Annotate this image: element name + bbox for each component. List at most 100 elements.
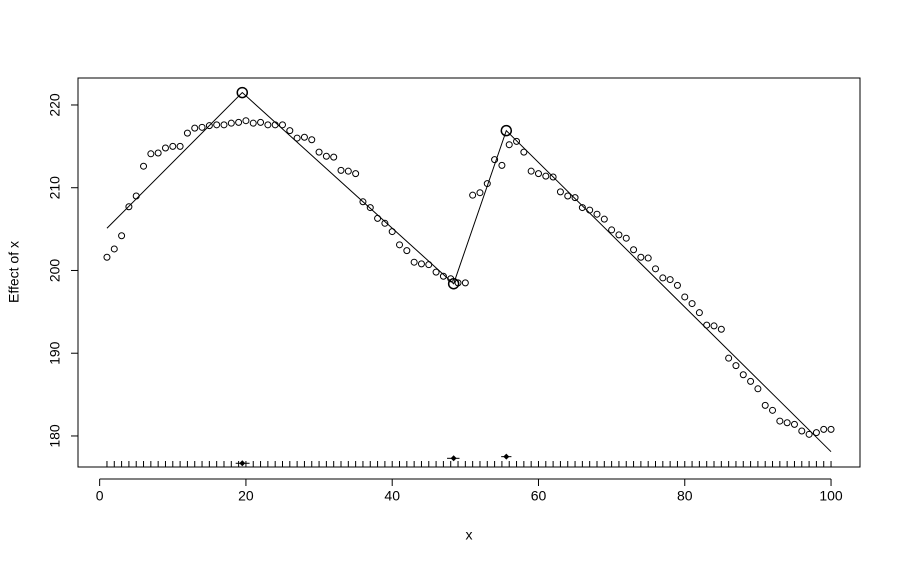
- data-point: [286, 127, 294, 135]
- data-point: [249, 119, 257, 127]
- data-point: [110, 245, 118, 253]
- data-point: [710, 322, 718, 330]
- data-point: [798, 427, 806, 435]
- data-point: [637, 253, 645, 261]
- data-point: [732, 362, 740, 370]
- x-tick-label: 60: [531, 488, 547, 504]
- data-point: [161, 144, 169, 152]
- data-point: [761, 401, 769, 409]
- data-point: [461, 279, 469, 287]
- data-point: [622, 234, 630, 242]
- breakpoint-estimate: [239, 460, 246, 467]
- data-point: [439, 272, 447, 280]
- data-point: [205, 122, 213, 130]
- data-point: [140, 162, 148, 170]
- y-tick-label: 210: [47, 176, 63, 200]
- y-tick-label: 180: [47, 424, 63, 448]
- data-point: [754, 385, 762, 393]
- data-point: [257, 118, 265, 126]
- data-point: [644, 254, 652, 262]
- data-point: [549, 173, 557, 181]
- data-point: [739, 371, 747, 379]
- data-point: [337, 166, 345, 174]
- data-point: [556, 188, 564, 196]
- data-point: [666, 276, 674, 284]
- data-point: [220, 121, 228, 129]
- data-point: [366, 204, 374, 212]
- breakpoint-circle: [500, 124, 513, 137]
- data-point: [352, 170, 360, 178]
- data-point: [769, 406, 777, 414]
- data-point: [747, 377, 755, 385]
- data-point: [593, 210, 601, 218]
- x-tick-label: 20: [238, 488, 254, 504]
- x-tick-label: 0: [96, 488, 104, 504]
- data-point: [827, 425, 835, 433]
- data-point: [183, 129, 191, 137]
- data-point: [191, 124, 199, 132]
- data-point: [396, 241, 404, 249]
- data-point: [812, 429, 820, 437]
- y-axis-label: Effect of x: [6, 241, 22, 303]
- x-tick-label: 100: [819, 488, 843, 504]
- data-point: [820, 425, 828, 433]
- data-point: [725, 354, 733, 362]
- data-point: [600, 215, 608, 223]
- data-point: [469, 191, 477, 199]
- data-point: [630, 246, 638, 254]
- data-point: [527, 167, 535, 175]
- breakpoint-circle: [236, 86, 249, 99]
- data-point: [717, 325, 725, 333]
- data-point: [491, 156, 499, 164]
- data-point: [293, 134, 301, 142]
- data-point: [403, 247, 411, 255]
- data-point: [118, 232, 126, 240]
- data-point: [564, 192, 572, 200]
- fit-line: [106, 91, 832, 453]
- x-axis-label: x: [466, 527, 473, 543]
- data-point: [652, 265, 660, 273]
- data-point: [688, 300, 696, 308]
- data-point: [330, 153, 338, 161]
- data-point: [681, 293, 689, 301]
- data-point: [213, 121, 221, 129]
- plot-box: [77, 77, 861, 468]
- data-point: [608, 226, 616, 234]
- data-point: [235, 118, 243, 126]
- data-point: [505, 141, 513, 149]
- data-point: [586, 206, 594, 214]
- data-point: [520, 148, 528, 156]
- data-point: [498, 161, 506, 169]
- data-point: [513, 137, 521, 145]
- data-point: [381, 219, 389, 227]
- data-point: [242, 117, 250, 125]
- data-point: [147, 150, 155, 158]
- data-point: [805, 430, 813, 438]
- data-point: [198, 123, 206, 131]
- data-point: [659, 274, 667, 282]
- y-tick-label: 200: [47, 259, 63, 283]
- data-point: [300, 133, 308, 141]
- data-point: [615, 231, 623, 239]
- data-point: [227, 119, 235, 127]
- data-point: [476, 189, 484, 197]
- data-point: [673, 281, 681, 289]
- data-point: [776, 417, 784, 425]
- data-point: [103, 253, 111, 261]
- data-point: [359, 198, 367, 206]
- data-point: [125, 203, 133, 211]
- data-point: [344, 167, 352, 175]
- x-tick-label: 80: [677, 488, 693, 504]
- data-point: [176, 142, 184, 150]
- y-tick-label: 220: [47, 93, 63, 117]
- data-point: [315, 148, 323, 156]
- data-point: [278, 121, 286, 129]
- data-point: [571, 194, 579, 202]
- breakpoint-estimate: [450, 455, 457, 462]
- data-point: [322, 152, 330, 160]
- data-point: [132, 192, 140, 200]
- breakpoint-estimate: [503, 453, 510, 460]
- data-point: [169, 142, 177, 150]
